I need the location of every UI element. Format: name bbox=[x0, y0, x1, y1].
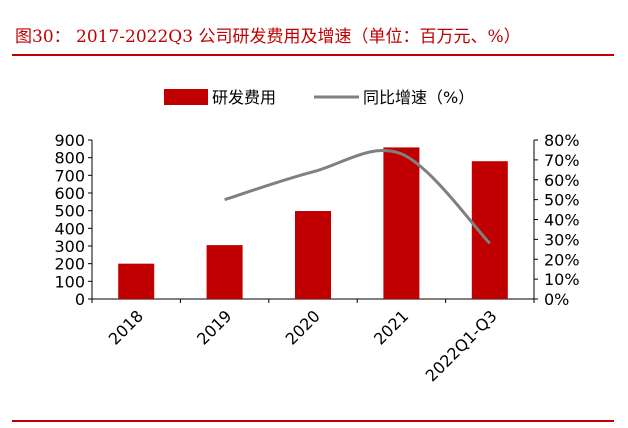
bar-rd-expense bbox=[118, 263, 155, 299]
right-tick-label: 20% bbox=[544, 250, 580, 269]
x-tick-label: 2019 bbox=[193, 306, 235, 348]
right-tick-label: 70% bbox=[544, 151, 580, 170]
left-tick-label: 800 bbox=[54, 149, 85, 168]
left-tick-label: 700 bbox=[54, 166, 85, 185]
legend: 研发费用 同比增速（%） bbox=[164, 88, 474, 107]
right-tick-label: 40% bbox=[544, 211, 580, 230]
x-tick-label: 2020 bbox=[282, 306, 324, 348]
top-rule bbox=[12, 54, 614, 56]
legend-bar-swatch bbox=[164, 89, 208, 105]
right-tick-label: 80% bbox=[544, 131, 580, 150]
left-tick-label: 100 bbox=[54, 272, 85, 291]
bottom-rule bbox=[12, 420, 614, 422]
bar-rd-expense bbox=[206, 245, 243, 299]
right-tick-label: 0% bbox=[544, 290, 569, 309]
left-tick-label: 900 bbox=[54, 131, 85, 150]
left-tick-label: 200 bbox=[54, 255, 85, 274]
x-tick-label: 2021 bbox=[370, 306, 412, 348]
left-tick-label: 400 bbox=[54, 219, 85, 238]
legend-line-label: 同比增速（%） bbox=[363, 88, 474, 107]
x-tick-label: 2022Q1-Q3 bbox=[422, 306, 501, 385]
bar-rd-expense bbox=[295, 211, 331, 299]
right-tick-label: 60% bbox=[544, 171, 580, 190]
right-tick-label: 30% bbox=[544, 230, 580, 249]
bar-rd-expense bbox=[383, 147, 420, 299]
left-tick-label: 0 bbox=[75, 290, 85, 309]
left-tick-label: 600 bbox=[54, 184, 85, 203]
right-tick-label: 10% bbox=[544, 270, 580, 289]
x-tick-label: 2018 bbox=[105, 306, 147, 348]
right-tick-label: 50% bbox=[544, 191, 580, 210]
growth-rate-line bbox=[224, 148, 491, 245]
left-tick-label: 500 bbox=[54, 202, 85, 221]
figure-title: 图30： 2017-2022Q3 公司研发费用及增速（单位：百万元、%） bbox=[15, 27, 521, 47]
legend-bar-label: 研发费用 bbox=[212, 88, 276, 107]
left-tick-label: 300 bbox=[54, 237, 85, 256]
